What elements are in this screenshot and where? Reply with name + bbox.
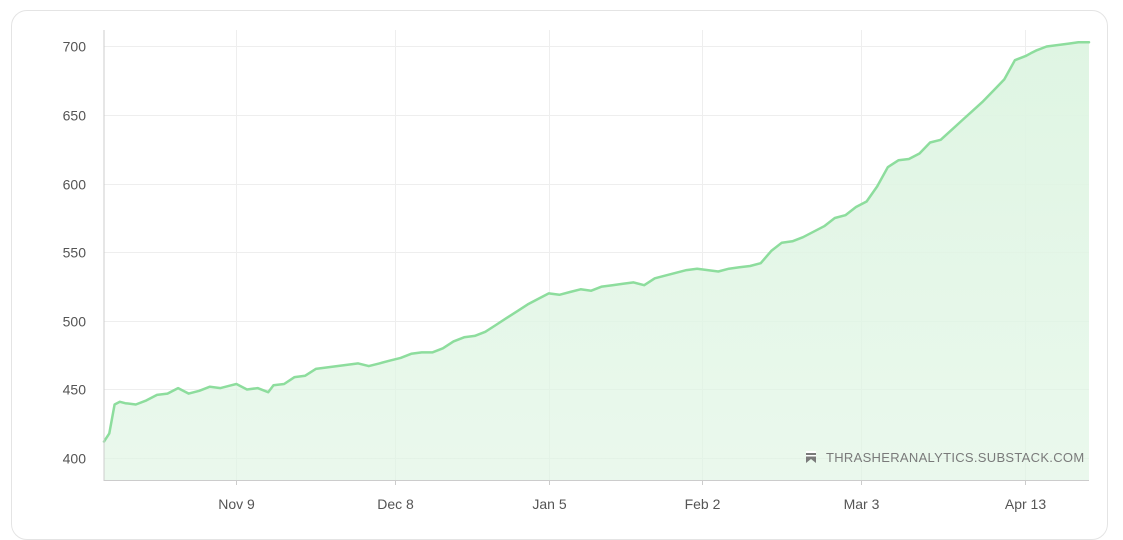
watermark: THRASHERANALYTICS.SUBSTACK.COM [806,450,1084,465]
x-tick-label: Dec 8 [377,496,414,512]
y-tick-label: 650 [63,108,87,124]
y-tick-label: 550 [63,245,87,261]
x-tick-label: Nov 9 [218,496,255,512]
series-area-fill [104,42,1089,481]
watermark-text: THRASHERANALYTICS.SUBSTACK.COM [826,450,1084,465]
x-tick-label: Mar 3 [844,496,880,512]
bookmark-icon [806,451,816,463]
y-tick-label: 400 [63,451,87,467]
x-tick-label: Jan 5 [532,496,566,512]
chart-svg: 400 450 500 550 600 650 700 Nov 9 Dec 8 Jan 5 Feb… [63,30,1091,512]
x-tick-label: Feb 2 [685,496,721,512]
y-tick-label: 600 [63,177,87,193]
y-tick-label: 700 [63,39,87,55]
series-line [102,41,1091,443]
y-tick-label: 500 [63,314,87,330]
y-tick-label: 450 [63,382,87,398]
x-tick-labels: Nov 9 Dec 8 Jan 5 Feb 2 Mar 3 Apr 13 [218,496,1046,512]
area-layer [102,41,1091,481]
axis-layer [103,30,1089,481]
x-tick-label: Apr 13 [1005,496,1046,512]
y-tick-labels: 400 450 500 550 600 650 700 [63,39,87,467]
